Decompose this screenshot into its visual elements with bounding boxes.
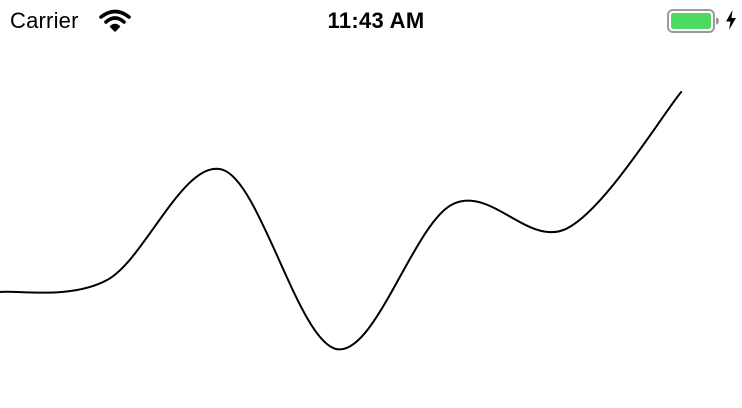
- carrier-label: Carrier: [10, 8, 79, 33]
- status-time: 11:43 AM: [327, 8, 425, 33]
- status-bar: Carrier 11:43 AM: [0, 0, 742, 40]
- wifi-icon: [99, 9, 131, 32]
- charging-bolt-icon: [726, 10, 736, 30]
- series-line-0: [0, 91, 683, 351]
- battery-icon: [667, 9, 719, 33]
